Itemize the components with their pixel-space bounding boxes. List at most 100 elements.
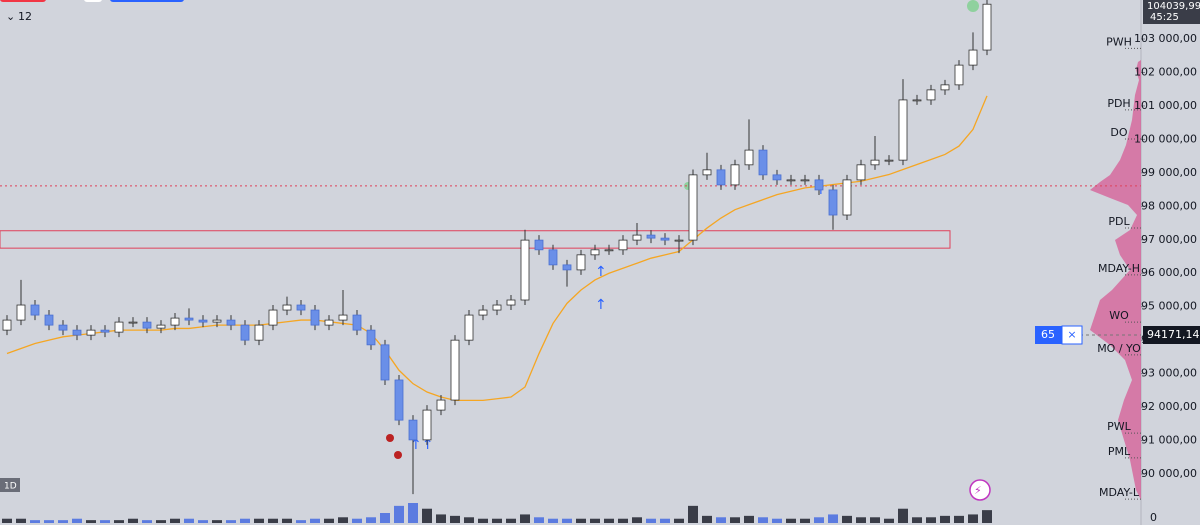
volume-bar — [268, 518, 278, 523]
candle-body — [828, 189, 838, 216]
volume-bar — [884, 518, 894, 523]
signal-arrow: ↑↑ — [410, 437, 433, 453]
volume-bar — [478, 518, 488, 523]
alert-glyph: ⚡ — [974, 484, 982, 497]
volume-axis-label: 0 — [1150, 511, 1157, 524]
candle-body — [184, 317, 194, 321]
candle-body — [856, 164, 866, 181]
candle-body — [2, 319, 12, 331]
timeframe-label: 1D — [4, 482, 17, 492]
candle-body — [282, 304, 292, 311]
volume-bar — [660, 518, 670, 523]
volume-bar — [870, 517, 880, 523]
candle-body — [198, 319, 208, 323]
candle-body — [576, 254, 586, 271]
y-tick-label: 101 000,00 — [1134, 99, 1197, 112]
volume-bar — [744, 515, 754, 523]
candle-body — [100, 329, 110, 333]
y-tick-label: 93 000,00 — [1141, 367, 1197, 380]
level-label: PDH — [1107, 97, 1130, 110]
close-button[interactable] — [1061, 325, 1083, 345]
volume-bar — [30, 520, 40, 523]
crosshair-price: 94171,14 — [1147, 328, 1200, 341]
volume-bar — [170, 518, 180, 523]
candle-body — [72, 329, 82, 336]
candle-body — [478, 309, 488, 316]
candle-body — [562, 264, 572, 271]
candle-body — [968, 49, 978, 66]
volume-bar — [324, 518, 334, 523]
toolbar-button[interactable] — [0, 0, 46, 2]
candle-body — [422, 409, 432, 441]
y-tick-label: 100 000,00 — [1134, 132, 1197, 145]
volume-bar — [422, 508, 432, 523]
candle-body — [436, 399, 446, 411]
volume-bar — [338, 517, 348, 523]
volume-bar — [226, 520, 236, 523]
volume-bar — [926, 517, 936, 523]
volume-bar — [352, 518, 362, 523]
candle-body — [534, 239, 544, 251]
volume-bar — [968, 514, 978, 523]
level-label: PDL — [1108, 215, 1130, 228]
volume-profile — [1090, 60, 1141, 500]
candle-body — [128, 321, 138, 324]
level-label: MDAY-L — [1099, 486, 1140, 499]
volume-bar — [366, 517, 376, 523]
signal-dot — [386, 434, 394, 442]
signal-arrow: ↑ — [595, 264, 607, 280]
crosshair-count: 65 — [1041, 328, 1055, 341]
volume-bar — [772, 518, 782, 523]
volume-bar — [814, 517, 824, 523]
candle-body — [394, 379, 404, 421]
level-label: MDAY-H — [1098, 262, 1140, 275]
volume-bar — [240, 518, 250, 523]
volume-bar — [786, 518, 796, 523]
volume-bar — [72, 518, 82, 523]
candle-body — [506, 299, 516, 306]
volume-bar — [212, 520, 222, 523]
moving-average — [6, 95, 988, 402]
candle-body — [814, 179, 824, 191]
candle-body — [716, 169, 726, 186]
volume-bar — [688, 505, 698, 523]
volume-bar — [842, 515, 852, 523]
timeframe-badge — [0, 478, 20, 492]
zone — [0, 230, 951, 249]
volume-bar — [716, 517, 726, 523]
volume-bar — [310, 518, 320, 523]
y-tick-label: 103 000,00 — [1134, 32, 1197, 45]
candle-body — [114, 321, 124, 333]
y-tick-label: 97 000,00 — [1141, 233, 1197, 246]
candle-body — [352, 314, 362, 331]
volume-bar — [128, 518, 138, 523]
last-price: 104039,99 — [1147, 1, 1200, 12]
volume-bar — [800, 518, 810, 523]
volume-bar — [436, 514, 446, 523]
volume-bar — [730, 517, 740, 523]
level-label: PML — [1108, 445, 1131, 458]
y-tick-label: 96 000,00 — [1141, 266, 1197, 279]
interval-label: 12 — [18, 10, 32, 23]
candle-body — [142, 321, 152, 329]
candle-body — [744, 149, 754, 166]
alert-icon[interactable] — [969, 479, 991, 501]
volume-bar — [534, 517, 544, 523]
volume-bar — [282, 518, 292, 523]
y-tick-label: 91 000,00 — [1141, 434, 1197, 447]
volume-bar — [464, 517, 474, 523]
volume-bar — [296, 520, 306, 523]
volume-bar — [898, 508, 908, 523]
signal-dot — [967, 0, 979, 12]
toolbar-button[interactable] — [110, 0, 184, 2]
candle-body — [660, 237, 670, 241]
volume-bar — [632, 517, 642, 523]
candle-body — [912, 99, 922, 102]
y-tick-label: 92 000,00 — [1141, 400, 1197, 413]
candle-body — [268, 309, 278, 326]
candle-body — [772, 174, 782, 181]
toolbar-button[interactable] — [84, 0, 102, 2]
candle-body — [646, 234, 656, 239]
volume-bar — [142, 520, 152, 523]
